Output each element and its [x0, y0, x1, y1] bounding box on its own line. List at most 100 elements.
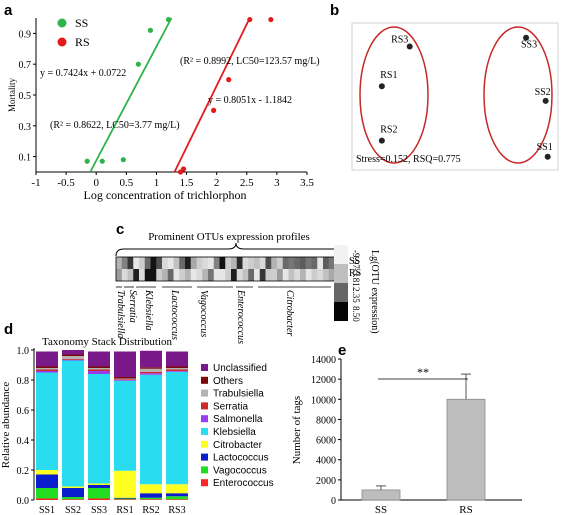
bar-segment-klebsiella [114, 380, 136, 471]
legend-label-rs: RS [75, 35, 90, 49]
x-tick-label: 2.5 [240, 177, 254, 189]
heatmap-cell [185, 257, 192, 269]
bar-segment-trabulsiella [36, 368, 58, 370]
bar-segment-unclassified [140, 350, 162, 368]
bar-segment-klebsiella [166, 371, 188, 485]
ss-data-point [135, 61, 141, 67]
heatmap-cell [311, 269, 318, 281]
y-tick-label: 0.3 [19, 122, 32, 133]
bar-segment-others [36, 366, 58, 368]
heatmap-cell [196, 257, 203, 269]
legend-marker-rs [57, 37, 67, 47]
bar-segment-lactococcus [88, 485, 110, 488]
panel-letter-d: d [4, 321, 13, 338]
x-tick-label: 3.5 [300, 177, 314, 189]
scale-swatch-4 [334, 302, 348, 321]
x-category-label: SS3 [91, 505, 107, 515]
y-tick-label: 0.2 [17, 466, 30, 477]
bar-segment-vagococcus [62, 497, 84, 500]
panel-d-y-ticks: 0.0 0.2 0.4 0.6 0.8 1.0 [17, 346, 34, 507]
heatmap-cell [144, 257, 151, 269]
genus-labels: Trabulsiella Serratia Klebsiella Lactococcu… [115, 286, 331, 344]
panel-a-x-label: Log concentration of trichlorphon [84, 188, 247, 202]
heatmap-cell [305, 269, 312, 281]
bar-segment-citrobacter [166, 484, 188, 494]
ss-fit-line [89, 17, 173, 173]
heatmap-cell [254, 269, 261, 281]
heatmap-cell [225, 269, 232, 281]
x-category-label: RS3 [168, 505, 185, 515]
bar-segment-others [114, 377, 136, 379]
heatmap-cell [323, 257, 330, 269]
legend-label: Vagococcus [213, 465, 267, 476]
scale-ticks: -9.97-3.812.35 8.50 [351, 250, 361, 322]
x-tick-label: 3 [274, 177, 280, 189]
ss-data-point [120, 157, 126, 163]
heatmap-cell [317, 269, 324, 281]
legend-label-ss: SS [75, 16, 88, 30]
bar-segment-klebsiella [36, 372, 58, 470]
bar-segment-lactococcus [140, 493, 162, 498]
panel-d-title: Taxonomy Stack Distribution [42, 336, 172, 348]
x-category-label: RS [459, 504, 472, 515]
x-category-label: SS [375, 504, 387, 515]
heatmap-cell [328, 269, 335, 281]
legend-swatch-serratia [201, 402, 208, 410]
heatmap-cell [150, 257, 157, 269]
bar-segment-vagococcus [36, 488, 58, 499]
panel-letter-a: a [4, 2, 13, 19]
legend-swatch-salmonella [201, 415, 208, 423]
heatmap-cell [305, 257, 312, 269]
panel-c: c Prominent OTUs expression profiles SS … [115, 221, 380, 344]
bar-segment-enterococcus [62, 499, 84, 500]
panel-b-frame [351, 22, 559, 171]
heatmap-cell [213, 257, 220, 269]
rs-data-point [268, 16, 274, 23]
panel-letter-c: c [116, 221, 124, 238]
heatmap-cell [121, 257, 128, 269]
heatmap-cell [282, 269, 289, 281]
heatmap-cell [242, 269, 249, 281]
bar-segment-others [140, 367, 162, 369]
heatmap-cell [259, 269, 266, 281]
ss-equation: y = 0.7424x + 0.0722 [40, 68, 126, 79]
heatmap-cell [271, 257, 278, 269]
rs-stats: (R² = 0.8992, LC50=123.57 mg/L) [180, 56, 320, 67]
bar-segment-salmonella [62, 359, 84, 361]
bar-segment-salmonella [166, 371, 188, 372]
bar-segment-unclassified [166, 351, 188, 367]
significance-marker: ** [417, 365, 429, 379]
heatmap-cell [265, 269, 272, 281]
bar-segment-citrobacter [114, 470, 136, 498]
heatmap-cell [179, 257, 186, 269]
heatmap-cell [208, 257, 215, 269]
nmds-point-rs2 [378, 137, 385, 144]
heatmap-cell [139, 257, 146, 269]
legend-label: Lactococcus [213, 453, 269, 464]
bar-segment-vagococcus [114, 498, 136, 500]
bar-segment-serratia [88, 369, 110, 371]
panel-letter-b: b [330, 2, 339, 19]
y-tick-label: 12000 [311, 375, 336, 386]
panel-a-x-ticks: -1 -0.5 0 0.5 1 1.5 2 2.5 3 3.5 [31, 172, 314, 189]
y-tick-label: 8000 [316, 415, 336, 426]
x-tick-label: 0.5 [119, 177, 133, 189]
heatmap-cell [156, 257, 163, 269]
heatmap [115, 256, 347, 282]
y-tick-label: 0.6 [17, 406, 30, 417]
bar-segment-serratia [166, 369, 188, 371]
panel-d-y-label: Relative abundance [0, 382, 12, 469]
rs-data-point [247, 16, 253, 23]
panel-a: a -1 -0.5 0 0.5 1 1.5 2 2.5 3 3.5 0.1 0.3 0.5 0.7 0.9… [4, 2, 320, 202]
nmds-point-ss2 [542, 97, 549, 104]
nmds-point-rs1 [378, 83, 385, 90]
panel-e-y-label: Number of tags [291, 396, 303, 464]
genus-label: Citrobacter [284, 290, 295, 336]
rs-cluster-ellipse [359, 26, 429, 164]
heatmap-cell [213, 269, 220, 281]
x-category-label: RS2 [142, 505, 159, 515]
y-tick-label: 0.1 [19, 153, 32, 164]
bar-segment-lactococcus [36, 474, 58, 488]
bar-segment-lactococcus [62, 488, 84, 497]
